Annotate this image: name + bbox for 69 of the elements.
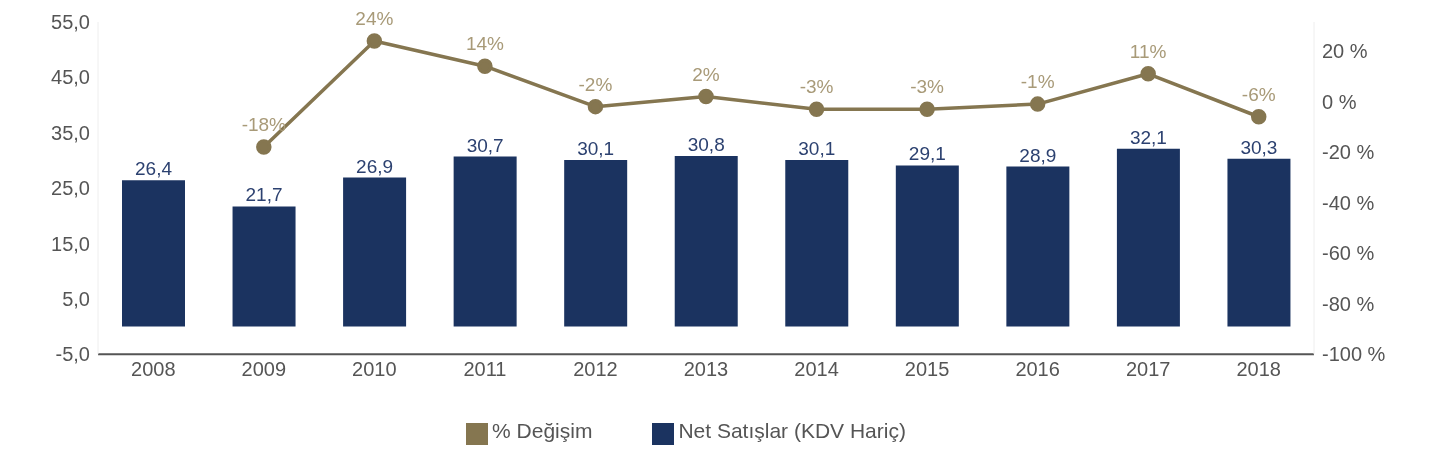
data-label: 28,9 bbox=[1019, 144, 1057, 166]
x-tick-label: 2018 bbox=[1236, 358, 1281, 381]
y-tick-label: 25,0 bbox=[51, 177, 90, 200]
point bbox=[1140, 66, 1156, 82]
bar bbox=[674, 156, 738, 327]
data-label: -6% bbox=[1241, 83, 1276, 105]
bar bbox=[785, 159, 849, 327]
y2-tick-label: 0 % bbox=[1322, 90, 1357, 113]
bar bbox=[343, 177, 407, 327]
data-label: 2% bbox=[692, 63, 720, 85]
x-tick-label: 2011 bbox=[463, 358, 507, 381]
bar bbox=[232, 206, 296, 327]
data-label: 30,1 bbox=[798, 137, 836, 159]
data-label: 26,4 bbox=[135, 158, 173, 180]
data-label: 21,7 bbox=[245, 184, 283, 206]
data-label: 30,3 bbox=[1240, 136, 1278, 158]
y-tick-label: 15,0 bbox=[51, 232, 90, 255]
x-tick-label: 2017 bbox=[1125, 358, 1171, 381]
y2-tick-label: -40 % bbox=[1322, 191, 1375, 214]
data-label: 14% bbox=[465, 33, 505, 55]
x-tick-label: 2009 bbox=[241, 358, 287, 381]
y2-tick-label: -80 % bbox=[1322, 292, 1375, 315]
point bbox=[1250, 108, 1267, 125]
data-label: 26,9 bbox=[356, 155, 394, 177]
point bbox=[698, 88, 714, 105]
y2-tick-label: -20 % bbox=[1322, 141, 1375, 164]
x-tick-label: 2015 bbox=[904, 358, 950, 381]
y-tick-label: 55,0 bbox=[51, 11, 90, 34]
data-label: 30,8 bbox=[687, 134, 725, 155]
data-label: -18% bbox=[241, 114, 287, 136]
bar bbox=[564, 159, 628, 327]
data-label: 30,1 bbox=[577, 137, 615, 159]
bar bbox=[1006, 166, 1070, 327]
point bbox=[477, 58, 493, 74]
point bbox=[587, 98, 604, 115]
legend-label: Net Satışlar (KDV Hariç) bbox=[678, 419, 906, 443]
bar bbox=[1227, 158, 1291, 327]
bar bbox=[1116, 148, 1180, 327]
y-tick-label: 45,0 bbox=[51, 66, 90, 89]
y2-tick-label: -60 % bbox=[1322, 242, 1375, 265]
data-label: 11% bbox=[1129, 40, 1167, 62]
legend-label: % Değişim bbox=[492, 419, 593, 443]
x-tick-label: 2014 bbox=[794, 358, 839, 381]
bar bbox=[122, 180, 185, 327]
y2-tick-label: -100 % bbox=[1322, 343, 1386, 366]
y-tick-label: 35,0 bbox=[51, 121, 90, 144]
point bbox=[808, 101, 825, 117]
x-tick-label: 2013 bbox=[683, 358, 729, 381]
data-label: 24% bbox=[355, 7, 394, 29]
data-label: -1% bbox=[1020, 71, 1055, 93]
point bbox=[366, 33, 383, 49]
y2-tick-label: 20 % bbox=[1322, 40, 1368, 63]
data-label: 32,1 bbox=[1129, 126, 1167, 148]
x-tick-label: 2010 bbox=[352, 358, 397, 381]
data-label: -2% bbox=[578, 73, 613, 95]
point bbox=[1029, 96, 1046, 112]
data-label: -3% bbox=[799, 76, 834, 98]
x-tick-label: 2016 bbox=[1015, 358, 1060, 381]
bar bbox=[895, 165, 959, 327]
data-label: 30,7 bbox=[466, 134, 504, 156]
data-label: -3% bbox=[910, 76, 945, 98]
point bbox=[919, 101, 935, 117]
y-tick-label: -5,0 bbox=[55, 343, 90, 366]
x-tick-label: 2012 bbox=[573, 358, 618, 381]
bar bbox=[453, 156, 517, 327]
y-tick-label: 5,0 bbox=[62, 287, 90, 310]
data-label: 29,1 bbox=[908, 143, 946, 165]
point bbox=[256, 139, 272, 155]
x-tick-label: 2008 bbox=[131, 358, 176, 381]
